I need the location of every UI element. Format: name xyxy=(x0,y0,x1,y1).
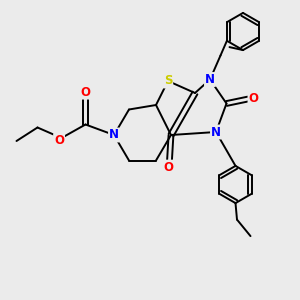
Text: N: N xyxy=(205,73,215,86)
Text: O: O xyxy=(54,134,64,147)
Text: O: O xyxy=(163,160,173,174)
Text: O: O xyxy=(80,85,91,99)
Text: N: N xyxy=(211,125,221,139)
Text: N: N xyxy=(109,128,119,142)
Text: O: O xyxy=(248,92,259,106)
Text: S: S xyxy=(164,74,172,88)
